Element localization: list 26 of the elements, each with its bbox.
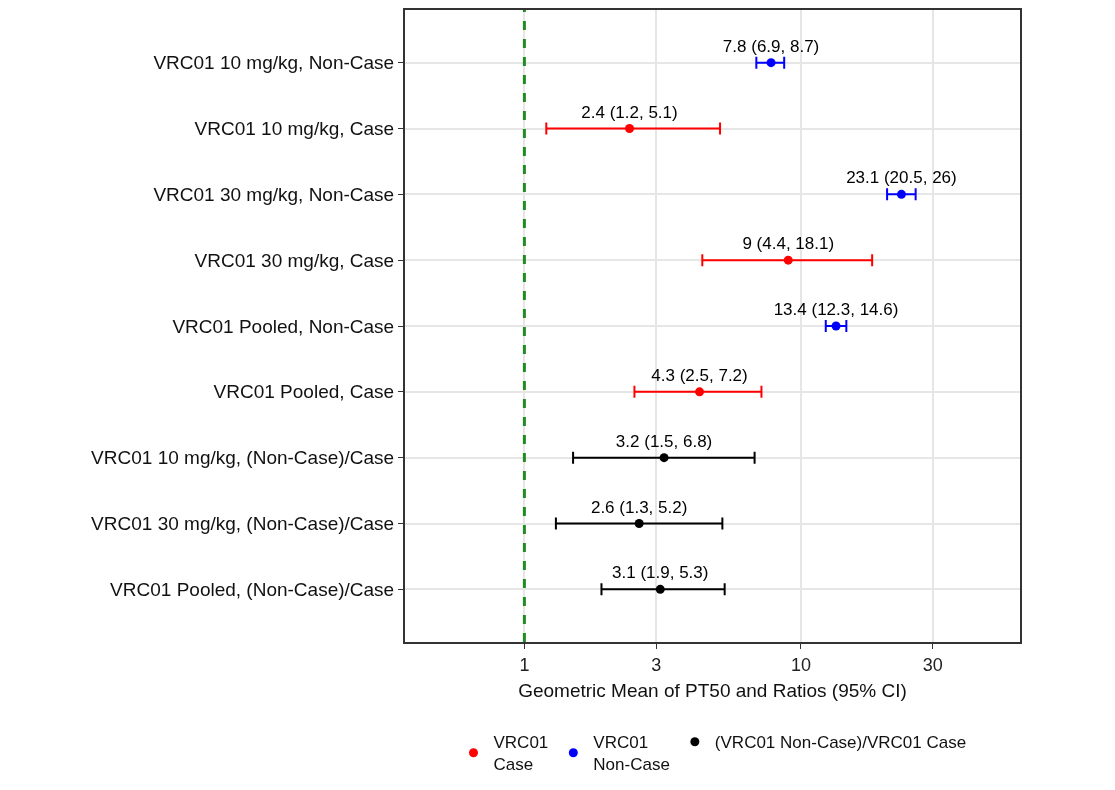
y-tick-label: VRC01 10 mg/kg, (Non-Case)/Case: [91, 447, 395, 469]
data-label: 13.4 (12.3, 14.6): [773, 300, 899, 320]
legend-label: VRC01 Case: [493, 733, 549, 775]
x-tick-label: 3: [651, 654, 662, 675]
data-label: 4.3 (2.5, 7.2): [651, 365, 748, 385]
y-tick-label: VRC01 10 mg/kg, Case: [194, 118, 395, 140]
data-label: 9 (4.4, 18.1): [742, 234, 835, 254]
y-tick-label: VRC01 Pooled, (Non-Case)/Case: [110, 578, 395, 600]
data-label: 3.1 (1.9, 5.3): [612, 563, 709, 583]
data-label: 7.8 (6.9, 8.7): [722, 36, 820, 56]
x-axis-title: Geometric Mean of PT50 and Ratios (95% CI): [518, 679, 907, 701]
y-tick-label: VRC01 30 mg/kg, Case: [194, 249, 395, 271]
data-label: 3.2 (1.5, 6.8): [615, 431, 713, 451]
data-label: 2.4 (1.2, 5.1): [581, 102, 678, 122]
y-tick-label: VRC01 10 mg/kg, Non-Case: [153, 52, 395, 74]
legend-label: (VRC01 Non-Case)/VRC01 Case: [714, 733, 967, 753]
y-tick-label: VRC01 30 mg/kg, (Non-Case)/Case: [91, 513, 395, 535]
y-tick-label: VRC01 30 mg/kg, Non-Case: [153, 183, 395, 205]
x-tick-label: 1: [519, 654, 530, 675]
y-tick-label: VRC01 Pooled, Non-Case: [172, 315, 395, 337]
x-tick-label: 10: [790, 654, 811, 675]
x-tick-label: 30: [922, 654, 943, 675]
data-label: 23.1 (20.5, 26): [846, 168, 957, 188]
y-tick-label: VRC01 Pooled, Case: [213, 381, 395, 403]
legend-label: VRC01 Non-Case: [593, 733, 670, 775]
data-label: 2.6 (1.3, 5.2): [590, 497, 688, 517]
